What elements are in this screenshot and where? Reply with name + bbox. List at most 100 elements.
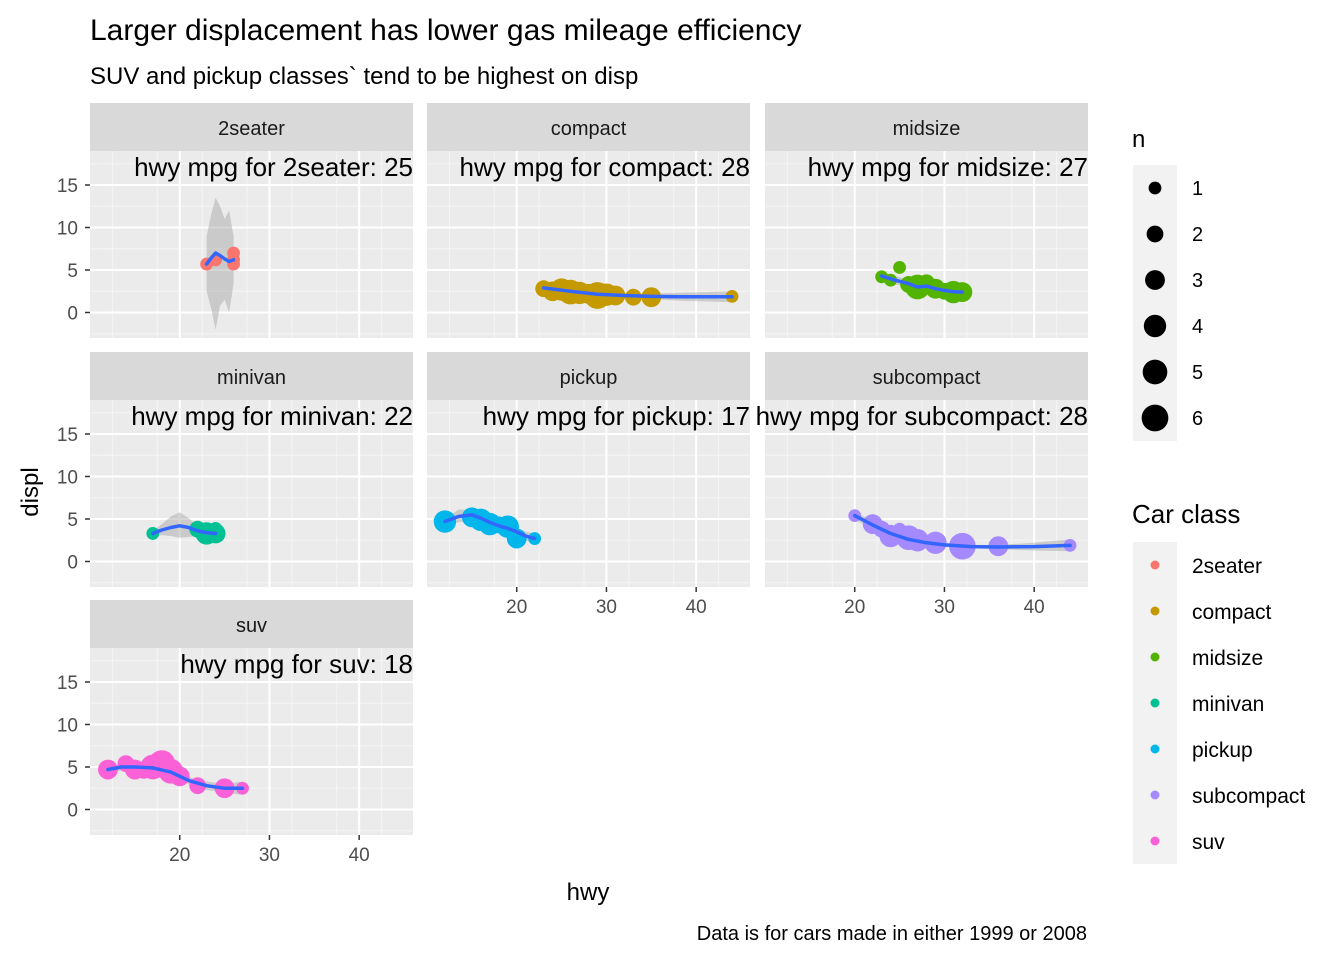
facet-strip bbox=[765, 352, 1088, 400]
y-tick-label: 0 bbox=[67, 553, 78, 574]
color-legend-label: suv bbox=[1192, 831, 1225, 854]
color-legend-symbol bbox=[1150, 560, 1160, 570]
smooth-line bbox=[541, 286, 734, 299]
facet-strip-label: midsize bbox=[893, 118, 961, 140]
color-legend-label: pickup bbox=[1192, 739, 1253, 762]
y-tick-label: 5 bbox=[67, 510, 78, 531]
data-point bbox=[227, 246, 240, 260]
color-legend-symbol bbox=[1150, 652, 1160, 662]
facet-strip bbox=[90, 103, 413, 151]
facet-annotation: hwy mpg for compact: 28 bbox=[460, 152, 750, 182]
color-legend-symbol bbox=[1150, 606, 1160, 616]
y-tick-label: 5 bbox=[67, 758, 78, 779]
y-axis-label: displ bbox=[17, 467, 44, 516]
x-tick-label: 30 bbox=[259, 845, 280, 866]
y-tick-label: 0 bbox=[67, 304, 78, 325]
color-legend-symbol bbox=[1150, 744, 1160, 754]
facet-annotation: hwy mpg for minivan: 22 bbox=[131, 401, 413, 431]
y-tick-label: 15 bbox=[57, 176, 78, 197]
size-legend-label: 2 bbox=[1192, 224, 1203, 246]
y-tick-label: 10 bbox=[57, 468, 78, 489]
color-legend-label: minivan bbox=[1192, 693, 1264, 716]
color-legend-label: midsize bbox=[1192, 647, 1263, 670]
y-tick-label: 15 bbox=[57, 425, 78, 446]
facet-strip-label: pickup bbox=[560, 367, 618, 389]
panel-plot bbox=[765, 151, 1088, 338]
size-legend-label: 6 bbox=[1192, 408, 1203, 430]
smooth-line bbox=[852, 513, 1072, 549]
size-legend-symbol bbox=[1146, 225, 1164, 243]
smooth-line bbox=[151, 524, 218, 536]
panel-plot bbox=[90, 151, 413, 338]
y-tick-label: 10 bbox=[57, 716, 78, 737]
panel-plot bbox=[427, 151, 750, 338]
size-legend-label: 3 bbox=[1192, 270, 1203, 292]
size-legend: n 1 2 3 4 5 6 bbox=[1132, 126, 1203, 441]
color-legend-title: Car class bbox=[1132, 499, 1240, 529]
facet-strip-label: 2seater bbox=[218, 118, 285, 140]
smooth-line bbox=[106, 765, 245, 791]
chart-caption: Data is for cars made in either 1999 or … bbox=[697, 923, 1087, 945]
facet-panels: 2seater hwy mpg for 2seater: 25 0 5 10 15 comp… bbox=[57, 103, 1088, 866]
panel-plot bbox=[427, 400, 750, 587]
facet-annotation: hwy mpg for subcompact: 28 bbox=[756, 401, 1088, 431]
size-legend-label: 4 bbox=[1192, 316, 1203, 338]
x-axis-label: hwy bbox=[567, 879, 610, 906]
chart-subtitle: SUV and pickup classes` tend to be highe… bbox=[90, 63, 638, 90]
x-tick-label: 20 bbox=[506, 597, 527, 618]
x-tick-label: 40 bbox=[686, 597, 707, 618]
color-legend-label: subcompact bbox=[1192, 785, 1305, 808]
size-legend-symbol bbox=[1143, 314, 1167, 338]
x-tick-label: 20 bbox=[169, 845, 190, 866]
facet-strip bbox=[90, 600, 413, 648]
size-legend-symbol bbox=[1148, 181, 1162, 195]
facet-strip bbox=[427, 103, 750, 151]
facet-strip-label: compact bbox=[551, 118, 627, 140]
y-tick-label: 10 bbox=[57, 219, 78, 240]
facet-strip-label: suv bbox=[236, 615, 267, 637]
size-legend-title: n bbox=[1132, 126, 1145, 153]
color-legend-label: 2seater bbox=[1192, 555, 1262, 578]
facet-strip bbox=[427, 352, 750, 400]
facet-compact: compact hwy mpg for compact: 28 bbox=[427, 103, 750, 338]
facet-subcompact: subcompact hwy mpg for subcompact: 28 20 30… bbox=[756, 352, 1088, 618]
color-legend-symbol bbox=[1150, 836, 1160, 846]
x-tick-label: 40 bbox=[349, 845, 370, 866]
facet-strip-label: subcompact bbox=[873, 367, 981, 389]
size-legend-symbol bbox=[1145, 270, 1165, 290]
y-tick-label: 5 bbox=[67, 261, 78, 282]
color-legend-symbol bbox=[1150, 698, 1160, 708]
panel-plot bbox=[90, 400, 413, 587]
x-tick-label: 30 bbox=[934, 597, 955, 618]
facet-strip-label: minivan bbox=[217, 367, 286, 389]
smooth-line bbox=[443, 513, 537, 541]
facet-annotation: hwy mpg for midsize: 27 bbox=[808, 152, 1088, 182]
size-legend-symbol bbox=[1141, 404, 1169, 432]
legends: n 1 2 3 4 5 6 Car class 2seater compact midsize min… bbox=[1132, 126, 1305, 864]
data-point bbox=[893, 261, 906, 274]
size-legend-symbol bbox=[1142, 359, 1168, 385]
chart-title: Larger displacement has lower gas mileag… bbox=[90, 14, 802, 47]
x-tick-label: 30 bbox=[596, 597, 617, 618]
size-legend-label: 1 bbox=[1192, 178, 1203, 200]
facet-minivan: minivan hwy mpg for minivan: 22 0 5 10 15 bbox=[57, 352, 413, 587]
color-legend-symbol bbox=[1150, 790, 1160, 800]
facet-strip bbox=[90, 352, 413, 400]
panel-plot bbox=[90, 648, 413, 835]
facet-suv: suv hwy mpg for suv: 18 0 5 10 15 20 30 40 bbox=[57, 600, 413, 866]
smooth-line bbox=[204, 251, 236, 266]
color-legend-label: compact bbox=[1192, 601, 1272, 624]
panel-plot bbox=[765, 400, 1088, 587]
facet-strip bbox=[765, 103, 1088, 151]
smooth-line bbox=[879, 274, 965, 294]
facet-annotation: hwy mpg for pickup: 17 bbox=[483, 401, 750, 431]
y-tick-label: 0 bbox=[67, 801, 78, 822]
size-legend-label: 5 bbox=[1192, 362, 1203, 384]
facet-midsize: midsize hwy mpg for midsize: 27 bbox=[765, 103, 1088, 338]
x-tick-label: 20 bbox=[844, 597, 865, 618]
facet-2seater: 2seater hwy mpg for 2seater: 25 0 5 10 15 bbox=[57, 103, 413, 338]
facet-annotation: hwy mpg for 2seater: 25 bbox=[134, 152, 413, 182]
facet-annotation: hwy mpg for suv: 18 bbox=[180, 649, 413, 679]
x-tick-label: 40 bbox=[1024, 597, 1045, 618]
